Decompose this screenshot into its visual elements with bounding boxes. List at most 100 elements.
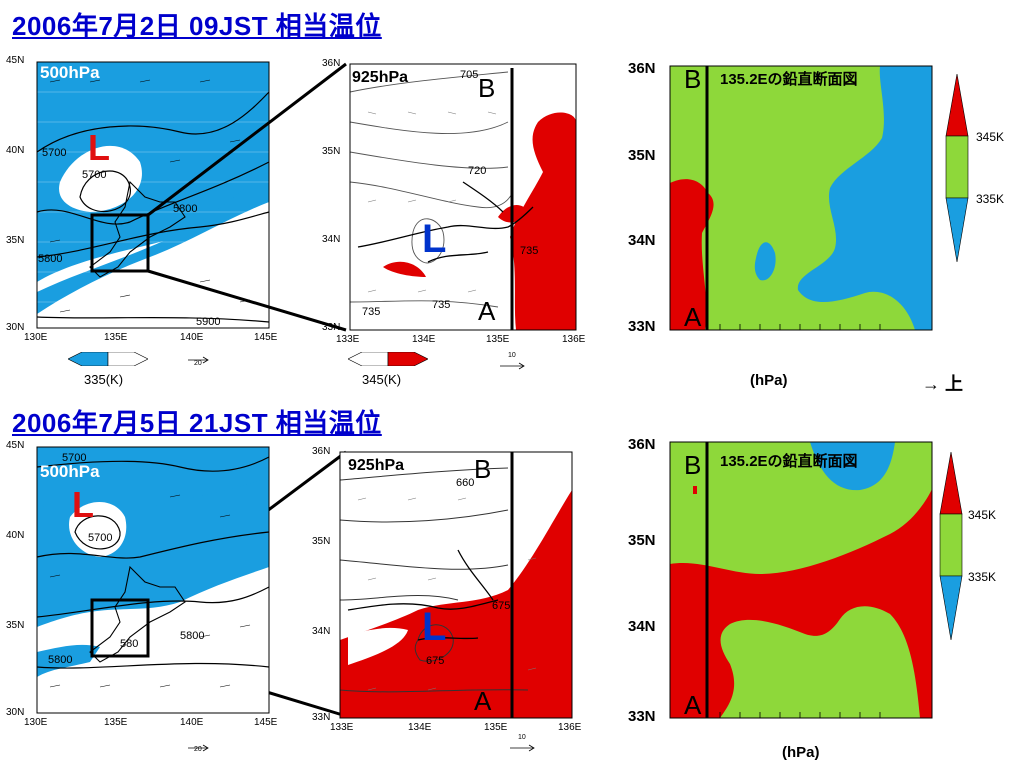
x-axis-label: (hPa) (750, 372, 788, 389)
wind-vectors (357, 497, 537, 691)
warm-region (510, 112, 576, 330)
lat-tick: 45N (6, 55, 25, 66)
lat-tick: 33N (628, 708, 656, 725)
warm-region (37, 202, 269, 328)
lon-tick: 134E (408, 722, 432, 733)
lat-tick: 40N (6, 530, 25, 541)
point-b: B (684, 64, 701, 94)
level-label: 500hPa (40, 63, 100, 82)
lon-tick: 145E (254, 717, 278, 728)
lat-tick: 35N (628, 532, 656, 549)
lat-tick: 36N (628, 436, 656, 453)
contour-label: 735 (520, 245, 538, 257)
cross-section-2: B A 135.2Eの鉛直断面図 36N 35N 34N 33N (620, 434, 940, 726)
wind-vectors (49, 79, 251, 313)
wind-vectors (367, 111, 497, 293)
low-label: L (72, 484, 94, 525)
lon-tick: 130E (24, 332, 48, 343)
cold-region (797, 66, 932, 330)
contour-label: 5700 (42, 147, 66, 159)
low-label: L (422, 217, 446, 261)
lat-tick: 30N (6, 707, 25, 718)
map-frame (339, 451, 573, 719)
contour-label: 675 (426, 655, 444, 667)
zoom-box (90, 213, 150, 273)
theta-contours (339, 467, 529, 693)
cold-region (810, 442, 895, 491)
contour-label: 675 (492, 600, 510, 612)
colorbar-label: 335(K) (84, 372, 124, 387)
lat-tick: 35N (322, 146, 341, 157)
lon-tick: 130E (24, 717, 48, 728)
height-contours (36, 91, 270, 323)
legend-bar (939, 451, 963, 641)
contour-label: 735 (432, 299, 450, 311)
section-title: 135.2Eの鉛直断面図 (720, 452, 858, 470)
lat-tick: 33N (322, 322, 341, 333)
contour-label: 5900 (196, 316, 220, 328)
colorbar-345-1: 345(K) (347, 351, 448, 388)
lat-tick: 34N (322, 234, 341, 245)
lat-tick: 35N (6, 620, 25, 631)
colorbar-svg (347, 351, 429, 367)
zoom-box (90, 598, 150, 658)
lat-tick: 33N (628, 318, 656, 335)
contour-label: 580 (120, 638, 138, 650)
vector-ref-2: 20 (188, 740, 210, 758)
lon-tick: 140E (180, 717, 204, 728)
vector-ref-zoom-1: 10 (500, 352, 526, 376)
legend-vertical-1: 345K 335K (944, 73, 1020, 264)
colorbar-label: 345(K) (362, 372, 402, 387)
coastline (357, 181, 534, 263)
cross-section-1-svg: B A 135.2Eの鉛直断面図 (669, 64, 933, 332)
lon-tick: 135E (484, 722, 508, 733)
contour-label: 705 (460, 69, 478, 81)
contour-label: 735 (362, 306, 380, 318)
contour-label: 5700 (82, 169, 106, 181)
lat-tick: 34N (312, 626, 331, 637)
lat-tick: 33N (312, 712, 331, 723)
lon-tick: 135E (104, 332, 128, 343)
figure-title-2: 2006年7月5日 21JST 相当温位 (12, 408, 382, 438)
lon-tick: 135E (486, 334, 510, 345)
lat-tick: 36N (312, 446, 331, 457)
contour-label: 660 (456, 477, 474, 489)
colorbar-svg (67, 351, 149, 367)
map-500hpa-2: 500hPa L 5700 5700 5800 5800 580 45N 40N… (0, 437, 300, 737)
legend-upper: 345K (976, 130, 1005, 144)
x-ticks (719, 712, 881, 718)
figure-title-1: 2006年7月2日 09JST 相当温位 (12, 11, 382, 41)
lat-tick: 34N (628, 232, 656, 249)
point-a: A (474, 686, 492, 716)
vector-ref-label: 20 (194, 746, 202, 753)
point-b: B (684, 450, 701, 480)
lat-tick: 35N (6, 235, 25, 246)
coastline (347, 549, 499, 641)
vector-ref-1: 20 (188, 352, 210, 370)
contour-label: 5800 (180, 630, 204, 642)
lat-tick: 40N (6, 145, 25, 156)
map-925hpa-2-svg: 925hPa L B A 660 675 675 (339, 451, 573, 719)
vector-ref-label: 20 (194, 360, 202, 367)
legend-lower: 335K (976, 192, 1005, 206)
wind-vectors (49, 494, 251, 688)
vector-ref-zoom-2: 10 (510, 734, 536, 758)
lon-tick: 136E (562, 334, 586, 345)
panel-frame (669, 441, 933, 719)
panel-frame (669, 65, 933, 331)
lon-tick: 136E (558, 722, 582, 733)
contour-label: 5800 (173, 203, 197, 215)
low-label: L (88, 127, 110, 168)
x-axis-label: (hPa) (782, 744, 820, 761)
x-ticks (719, 324, 881, 330)
map-500hpa-1-svg: 500hPa L 5700 5700 5800 5800 5900 (36, 61, 270, 329)
level-label: 925hPa (352, 69, 408, 86)
colorbar-335-1: 335(K) (67, 351, 168, 388)
level-label: 925hPa (348, 457, 404, 474)
point-a: A (684, 302, 702, 332)
map-500hpa-2-svg: 500hPa L 5700 5700 5800 5800 580 (36, 446, 270, 714)
lon-tick: 134E (412, 334, 436, 345)
cold-tongue (37, 172, 269, 314)
vector-ref-label: 10 (508, 352, 516, 359)
lat-tick: 35N (628, 147, 656, 164)
